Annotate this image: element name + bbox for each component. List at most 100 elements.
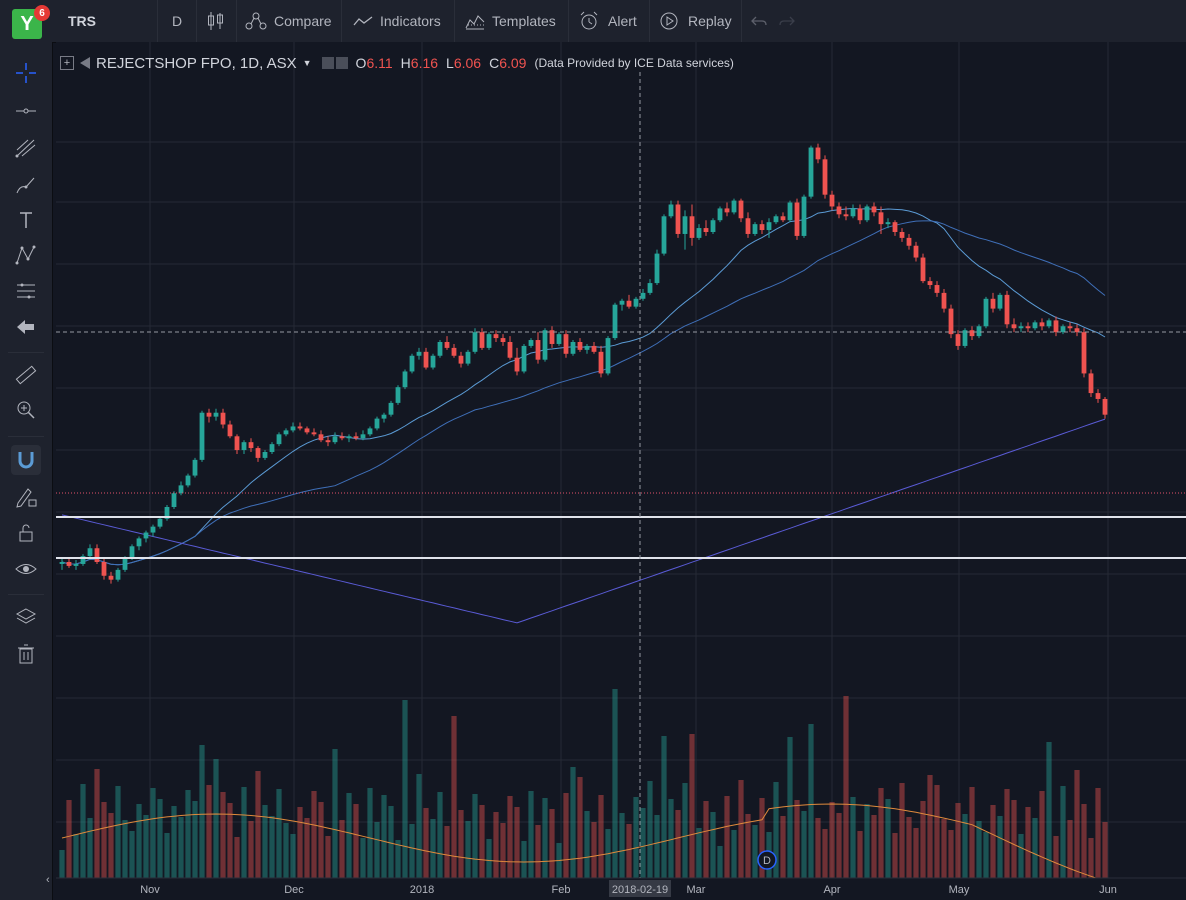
- volume-bar: [633, 797, 639, 878]
- redo-button[interactable]: [778, 0, 796, 42]
- trend-line-tool[interactable]: [11, 96, 41, 126]
- gear-icon[interactable]: [335, 57, 348, 69]
- volume-bar: [710, 812, 716, 878]
- volume-bar: [850, 797, 856, 878]
- candle-body: [745, 218, 751, 234]
- volume-bar: [248, 821, 254, 878]
- volume-bar: [843, 696, 849, 878]
- candle-body: [80, 556, 86, 564]
- remove-drawings-tool[interactable]: [11, 639, 41, 669]
- templates-button[interactable]: Templates: [464, 0, 556, 42]
- candle-body: [955, 334, 961, 346]
- volume-bar: [1004, 789, 1010, 878]
- toolbar-divider: [741, 0, 742, 42]
- dividend-marker[interactable]: [757, 850, 777, 870]
- volume-bar: [108, 813, 114, 878]
- candle-body: [878, 212, 884, 225]
- candle-body: [1025, 326, 1031, 329]
- stay-in-drawing-tool[interactable]: [11, 482, 41, 512]
- volume-bar: [997, 816, 1003, 878]
- low-value: 6.06: [453, 55, 482, 71]
- volume-bar: [171, 806, 177, 878]
- candle-body: [143, 532, 149, 539]
- pattern-tool[interactable]: [11, 240, 41, 270]
- replay-button[interactable]: Replay: [658, 0, 732, 42]
- candle-body: [990, 298, 996, 309]
- volume-bar: [115, 786, 121, 878]
- volume-bar: [1046, 742, 1052, 878]
- hide-drawings-tool[interactable]: [11, 554, 41, 584]
- interval-button[interactable]: D: [172, 0, 182, 42]
- candle-body: [801, 196, 807, 236]
- candle-body: [1039, 322, 1045, 327]
- symbol-title[interactable]: REJECTSHOP FPO, 1D, ASX: [96, 54, 297, 72]
- volume-bar: [318, 802, 324, 878]
- candle-body: [269, 444, 275, 452]
- volume-bar: [752, 825, 758, 878]
- volume-bar: [528, 791, 534, 878]
- volume-bar: [612, 689, 618, 878]
- text-tool[interactable]: [11, 205, 41, 235]
- candle-body: [871, 206, 877, 213]
- volume-bar: [822, 829, 828, 878]
- pattern-icon: [15, 245, 36, 265]
- volume-bar: [297, 807, 303, 878]
- volume-bar: [549, 809, 555, 878]
- price-chart[interactable]: D Nov Dec 2018 Feb Mar Apr May Jun 2018-02-19: [56, 42, 1186, 900]
- candle-body: [941, 292, 947, 309]
- chart-style-button[interactable]: [206, 0, 228, 42]
- crosshair-tool[interactable]: [11, 58, 41, 88]
- zoom-tool[interactable]: [11, 395, 41, 425]
- measure-lines-icon: [17, 283, 35, 299]
- time-axis: Nov Dec 2018 Feb Mar Apr May Jun 2018-02-19: [56, 877, 1186, 900]
- candle-body: [563, 334, 569, 354]
- volume-bar: [1053, 836, 1059, 878]
- logo-button[interactable]: Y 6: [12, 5, 50, 39]
- chevron-down-icon[interactable]: ▼: [302, 58, 312, 68]
- volume-bar: [990, 805, 996, 878]
- flag-icon[interactable]: [80, 57, 90, 69]
- volume-bar: [507, 796, 513, 878]
- candle-body: [304, 428, 310, 433]
- candle-body: [675, 204, 681, 234]
- settings-icon[interactable]: [321, 57, 334, 69]
- candle-body: [885, 222, 891, 225]
- volume-bar: [927, 775, 933, 878]
- volume-bar: [962, 814, 968, 878]
- brush-tool[interactable]: [11, 170, 41, 200]
- indicators-button[interactable]: Indicators: [352, 0, 441, 42]
- undo-button[interactable]: [750, 0, 768, 42]
- volume-bar: [73, 834, 79, 878]
- volume-bar: [213, 759, 219, 878]
- volume-bar: [311, 791, 317, 878]
- volume-bar: [591, 822, 597, 878]
- collapse-legend-button[interactable]: +: [60, 56, 74, 70]
- back-arrow-tool[interactable]: [11, 312, 41, 342]
- prediction-tool[interactable]: [11, 276, 41, 306]
- measure-tool[interactable]: [11, 360, 41, 390]
- eye-icon: [15, 564, 37, 574]
- volume-bar: [290, 834, 296, 878]
- chart-grid: [56, 42, 1186, 878]
- volume-bar: [626, 824, 632, 878]
- volume-bar: [122, 820, 128, 878]
- magnet-tool[interactable]: [11, 445, 41, 475]
- volume-bar: [731, 830, 737, 878]
- candle-body: [710, 220, 716, 232]
- lock-drawings-tool[interactable]: [11, 518, 41, 548]
- candle-body: [661, 216, 667, 254]
- toolbar-divider: [454, 0, 455, 42]
- candle-body: [542, 330, 548, 360]
- compare-button[interactable]: Compare: [244, 0, 332, 42]
- candle-body: [402, 371, 408, 388]
- volume-bar: [192, 801, 198, 878]
- candle-body: [577, 342, 583, 350]
- alert-button[interactable]: Alert: [578, 0, 637, 42]
- toolbar-divider: [8, 594, 44, 595]
- symbol-search-button[interactable]: TRS: [68, 0, 96, 42]
- collapse-toolbar-button[interactable]: ‹: [46, 874, 50, 886]
- unlock-icon: [19, 524, 33, 542]
- object-tree-tool[interactable]: [11, 603, 41, 633]
- gann-fib-tool[interactable]: [11, 133, 41, 163]
- candle-body: [906, 237, 912, 246]
